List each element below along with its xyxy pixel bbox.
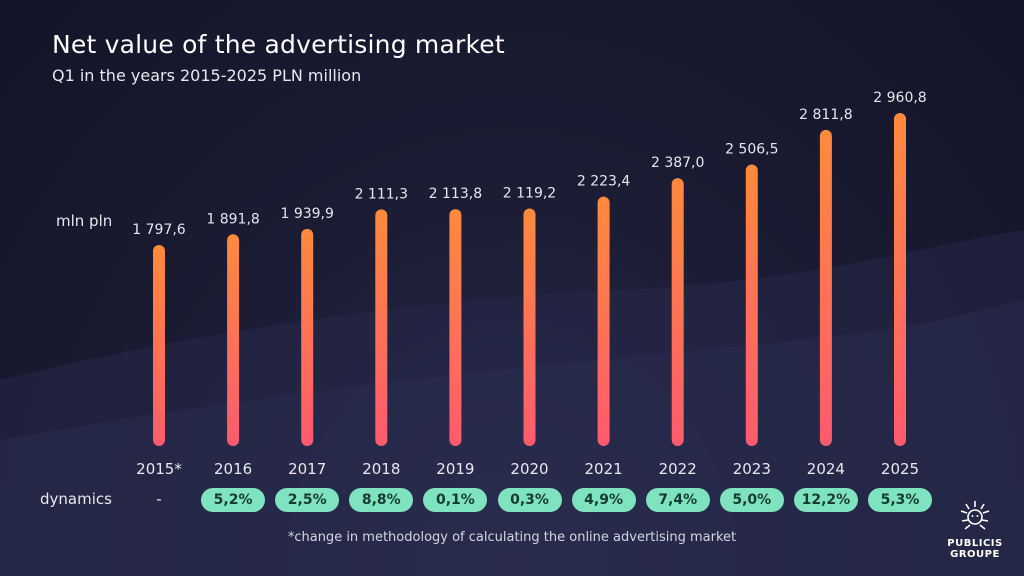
dynamics-pill: 0,3%: [497, 488, 562, 512]
bar-2021: [597, 196, 610, 446]
value-label: 2 119,2: [503, 186, 556, 202]
dynamics-pill: 7,4%: [645, 488, 710, 512]
dynamics-pill: 5,3%: [868, 488, 932, 512]
bar-2022: [671, 178, 684, 446]
year-tick-label: 2025: [881, 460, 919, 478]
bar-2017: [301, 228, 314, 446]
page-subtitle: Q1 in the years 2015-2025 PLN million: [52, 66, 362, 85]
year-tick-label: 2017: [288, 460, 326, 478]
year-tick-label: 2024: [807, 460, 845, 478]
value-label: 2 387,0: [651, 155, 704, 171]
bar-2019: [449, 209, 462, 446]
value-label: 1 797,6: [132, 222, 186, 238]
dynamics-dash: -: [156, 490, 162, 508]
dynamics-pill: 12,2%: [793, 488, 858, 512]
page-title: Net value of the advertising market: [52, 30, 505, 59]
footnote: *change in methodology of calculating th…: [287, 530, 737, 545]
year-tick-label: 2016: [214, 460, 252, 478]
year-tick-label: 2018: [362, 460, 400, 478]
dynamics-pill: 4,9%: [571, 488, 636, 512]
dynamics-pill: 8,8%: [349, 488, 414, 512]
logo-text-line1: PUBLICIS: [947, 538, 1003, 549]
year-tick-label: 2019: [436, 460, 474, 478]
dynamics-pill: 5,0%: [719, 488, 784, 512]
y-axis-unit-label: mln pln: [56, 212, 113, 230]
bar-2018: [375, 209, 388, 446]
value-label: 2 113,8: [429, 186, 482, 202]
lion-head-icon: [960, 501, 990, 530]
publicis-logo: PUBLICIS GROUPE: [940, 498, 1010, 562]
year-tick-label: 2015*: [136, 460, 182, 478]
year-tick-label: 2023: [733, 460, 771, 478]
logo-text-line2: GROUPE: [950, 549, 1000, 560]
bar-2025: [894, 113, 906, 446]
dynamics-label: dynamics: [40, 490, 112, 508]
bar-2023: [745, 164, 758, 446]
dynamics-pill: 0,1%: [423, 488, 488, 512]
value-label: 1 891,8: [206, 211, 259, 227]
bar-2016: [227, 234, 240, 446]
value-label: 2 811,8: [799, 107, 852, 123]
dynamics-pill: 2,5%: [275, 488, 340, 512]
dynamics-pill: 5,2%: [201, 488, 266, 512]
value-label: 2 506,5: [725, 142, 778, 158]
bar-2024: [819, 129, 832, 447]
year-tick-label: 2022: [659, 460, 697, 478]
value-label: 2 111,3: [355, 186, 408, 202]
year-tick-label: 2021: [585, 460, 623, 478]
bar-2015: [153, 245, 165, 446]
value-label: 1 939,9: [280, 206, 333, 222]
value-label: 2 223,4: [577, 174, 631, 190]
year-tick-label: 2020: [510, 460, 548, 478]
bar-2020: [523, 208, 536, 446]
value-label: 2 960,8: [873, 90, 926, 106]
